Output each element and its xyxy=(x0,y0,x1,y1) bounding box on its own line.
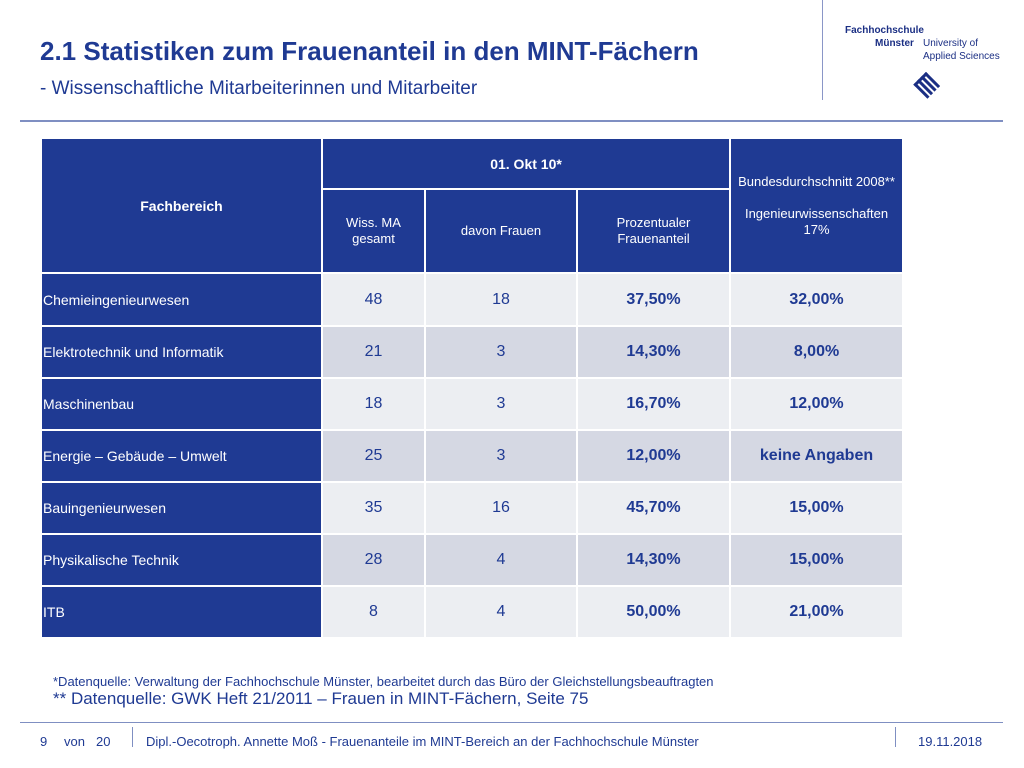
footer-page-number: 9 xyxy=(40,734,48,749)
header-bund-line-2: Ingenieurwissenschaften 17% xyxy=(744,205,889,237)
cell-prozent: 16,70% xyxy=(575,377,732,431)
university-logo-icon xyxy=(913,72,940,99)
logo-line-2: Münster xyxy=(875,38,914,49)
row-label: Maschinenbau xyxy=(40,377,323,431)
footnote-datenquelle-1: *Datenquelle: Verwaltung der Fachhochsch… xyxy=(53,674,714,689)
row-label: Chemieingenieurwesen xyxy=(40,272,323,327)
cell-bund: 21,00% xyxy=(729,585,905,639)
footer-rule xyxy=(20,722,1003,723)
cell-gesamt: 48 xyxy=(321,272,426,327)
header-davon-frauen: davon Frauen xyxy=(424,188,578,274)
page-subtitle: - Wissenschaftliche Mitarbeiterinnen und… xyxy=(40,78,478,99)
page-title: 2.1 Statistiken zum Frauenanteil in den … xyxy=(40,36,699,66)
cell-gesamt: 18 xyxy=(321,377,426,431)
cell-prozent: 37,50% xyxy=(575,272,732,327)
table-row: Energie – Gebäude – Umwelt 25 3 12,00% k… xyxy=(40,429,905,483)
table-row: ITB 8 4 50,00% 21,00% xyxy=(40,585,905,639)
cell-bund: keine Angaben xyxy=(729,429,905,483)
cell-gesamt: 35 xyxy=(321,481,426,535)
footer-author: Dipl.-Oecotroph. Annette Moß - Frauenant… xyxy=(146,734,699,749)
cell-frauen: 4 xyxy=(424,533,578,587)
cell-gesamt: 21 xyxy=(321,325,426,379)
footer-von: von xyxy=(64,734,85,749)
header-rule xyxy=(20,120,1003,122)
cell-frauen: 3 xyxy=(424,377,578,431)
cell-prozent: 45,70% xyxy=(575,481,732,535)
cell-frauen: 3 xyxy=(424,429,578,483)
header-prozent: Prozentualer Frauenanteil xyxy=(575,188,732,274)
table-row: Physikalische Technik 28 4 14,30% 15,00% xyxy=(40,533,905,587)
header-bund-line-1: Bundesdurchschnitt 2008** xyxy=(738,173,895,189)
table-row: Maschinenbau 18 3 16,70% 12,00% xyxy=(40,377,905,431)
cell-prozent: 14,30% xyxy=(575,325,732,379)
cell-gesamt: 28 xyxy=(321,533,426,587)
header-fachbereich: Fachbereich xyxy=(40,137,323,274)
cell-prozent: 14,30% xyxy=(575,533,732,587)
cell-bund: 15,00% xyxy=(729,481,905,535)
header-bundesdurchschnitt: Bundesdurchschnitt 2008** Ingenieurwisse… xyxy=(729,137,905,274)
table-row: Chemieingenieurwesen 48 18 37,50% 32,00% xyxy=(40,272,905,327)
footer-divider xyxy=(132,727,133,747)
header-divider xyxy=(822,0,823,100)
row-label: Elektrotechnik und Informatik xyxy=(40,325,323,379)
row-label: Energie – Gebäude – Umwelt xyxy=(40,429,323,483)
header-date: 01. Okt 10* xyxy=(320,137,732,190)
table-row: Elektrotechnik und Informatik 21 3 14,30… xyxy=(40,325,905,379)
statistics-table: Fachbereich 01. Okt 10* Bundesdurchschni… xyxy=(40,137,905,639)
cell-bund: 8,00% xyxy=(729,325,905,379)
footer-date: 19.11.2018 xyxy=(918,734,983,749)
cell-frauen: 4 xyxy=(424,585,578,639)
cell-frauen: 18 xyxy=(424,272,578,327)
cell-bund: 15,00% xyxy=(729,533,905,587)
cell-bund: 32,00% xyxy=(729,272,905,327)
logo-line-1: Fachhochschule xyxy=(845,25,924,36)
footnote-datenquelle-2: ** Datenquelle: GWK Heft 21/2011 – Fraue… xyxy=(53,689,589,708)
cell-prozent: 50,00% xyxy=(575,585,732,639)
cell-gesamt: 25 xyxy=(321,429,426,483)
row-label: Physikalische Technik xyxy=(40,533,323,587)
logo-line-4: Applied Sciences xyxy=(923,51,1000,62)
cell-gesamt: 8 xyxy=(321,585,426,639)
cell-frauen: 3 xyxy=(424,325,578,379)
cell-prozent: 12,00% xyxy=(575,429,732,483)
cell-bund: 12,00% xyxy=(729,377,905,431)
logo-line-3: University of xyxy=(923,38,979,49)
footer-total-pages: 20 xyxy=(96,734,111,749)
header-wiss-ma: Wiss. MA gesamt xyxy=(321,188,426,274)
row-label: ITB xyxy=(40,585,323,639)
cell-frauen: 16 xyxy=(424,481,578,535)
row-label: Bauingenieurwesen xyxy=(40,481,323,535)
table-row: Bauingenieurwesen 35 16 45,70% 15,00% xyxy=(40,481,905,535)
footer-divider xyxy=(895,727,896,747)
